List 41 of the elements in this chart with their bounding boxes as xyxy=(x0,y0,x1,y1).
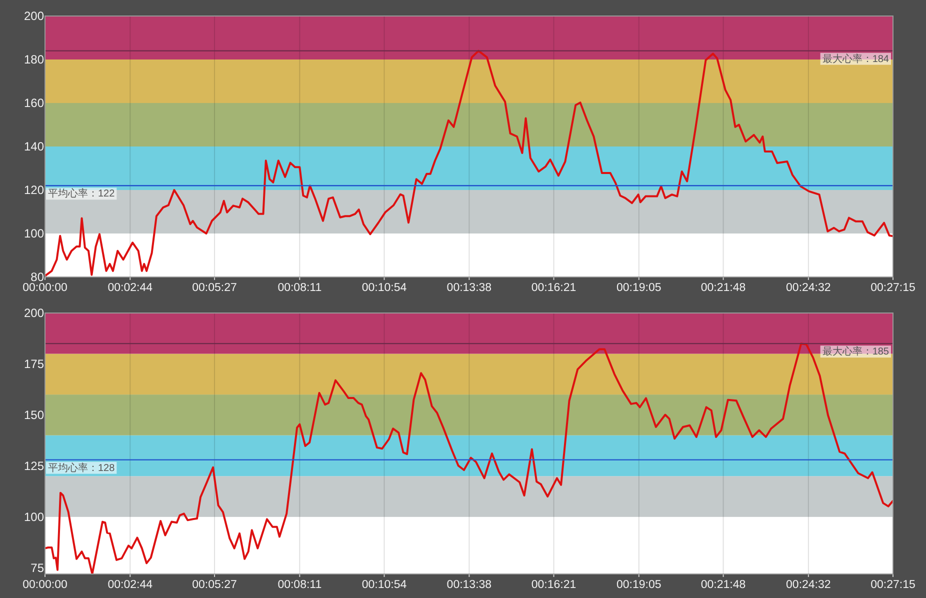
x-tick-label: 00:13:38 xyxy=(446,579,492,591)
x-tick-label: 00:08:11 xyxy=(278,282,322,294)
x-tick-label: 00:16:21 xyxy=(531,579,576,591)
y-tick-label: 200 xyxy=(24,306,44,320)
x-tick-label: 00:16:21 xyxy=(531,282,576,294)
x-tick-label: 00:24:32 xyxy=(786,282,831,294)
line-series xyxy=(45,50,893,277)
x-tick-label: 00:19:05 xyxy=(616,282,662,294)
y-tick-label: 120 xyxy=(24,183,44,197)
x-tick-label: 00:21:48 xyxy=(700,579,746,591)
x-tick-label: 00:19:05 xyxy=(616,579,662,591)
ref-line-label: 平均心率：122 xyxy=(48,188,116,200)
y-tick-label: 100 xyxy=(24,226,44,240)
y-tick-label: 160 xyxy=(24,96,44,110)
y-tick-label: 140 xyxy=(24,140,44,154)
x-tick-label: 00:10:54 xyxy=(362,579,408,591)
y-tick-label: 100 xyxy=(24,510,44,524)
x-tick-label: 00:05:27 xyxy=(192,579,237,591)
x-tick-label: 00:02:44 xyxy=(108,282,154,294)
ref-line-label: 最大心率：184 xyxy=(822,52,890,65)
x-tick-label: 00:10:54 xyxy=(362,282,408,294)
x-tick-label: 00:27:15 xyxy=(870,579,916,591)
y-tick-label: 200 xyxy=(24,9,44,23)
ref-line-label: 平均心率：128 xyxy=(48,462,116,474)
x-tick-label: 00:05:27 xyxy=(192,282,237,294)
y-tick-label: 80 xyxy=(30,270,44,284)
x-tick-label: 00:08:11 xyxy=(278,579,322,591)
x-tick-label: 00:02:44 xyxy=(108,579,154,591)
x-tick-label: 00:00:00 xyxy=(22,282,68,294)
y-tick-label: 125 xyxy=(24,458,44,473)
x-tick-label: 00:00:00 xyxy=(22,579,68,591)
x-tick-label: 00:21:48 xyxy=(700,282,746,294)
y-tick-label: 175 xyxy=(24,356,44,371)
line-series xyxy=(45,342,893,574)
y-tick-label: 180 xyxy=(24,52,44,66)
x-tick-label: 00:24:32 xyxy=(786,579,831,591)
x-tick-label: 00:13:38 xyxy=(446,282,492,294)
y-tick-label: 150 xyxy=(24,408,44,422)
y-tick-label: 75 xyxy=(30,560,44,575)
x-tick-label: 00:27:15 xyxy=(870,282,916,294)
ref-line-label: 最大心率：185 xyxy=(822,346,890,358)
